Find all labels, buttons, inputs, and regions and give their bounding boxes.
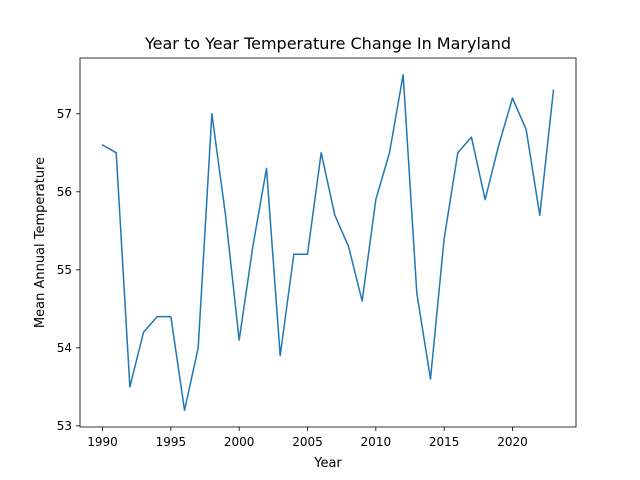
y-axis-label: Mean Annual Temperature (33, 157, 48, 328)
x-tick-label: 2015 (429, 435, 460, 449)
x-axis-label: Year (313, 456, 342, 471)
x-tick-label: 2010 (361, 435, 392, 449)
y-axis-ticks: 53 54 55 56 57 (57, 107, 80, 433)
x-tick-label: 2000 (224, 435, 255, 449)
y-tick-label: 56 (57, 185, 72, 199)
x-tick-label: 1990 (87, 435, 118, 449)
y-tick-label: 57 (57, 107, 72, 121)
plot-area-frame (79, 57, 577, 428)
x-tick-label: 2020 (497, 435, 528, 449)
temperature-series-line (101, 74, 555, 411)
x-tick-label: 2005 (292, 435, 323, 449)
x-axis-ticks: 1990 1995 2000 2005 2010 2015 2020 (87, 427, 528, 449)
chart-title: Year to Year Temperature Change In Maryl… (144, 34, 511, 53)
y-tick-label: 54 (57, 341, 72, 355)
x-tick-label: 1995 (156, 435, 187, 449)
y-tick-label: 55 (57, 263, 72, 277)
y-tick-label: 53 (57, 419, 72, 433)
